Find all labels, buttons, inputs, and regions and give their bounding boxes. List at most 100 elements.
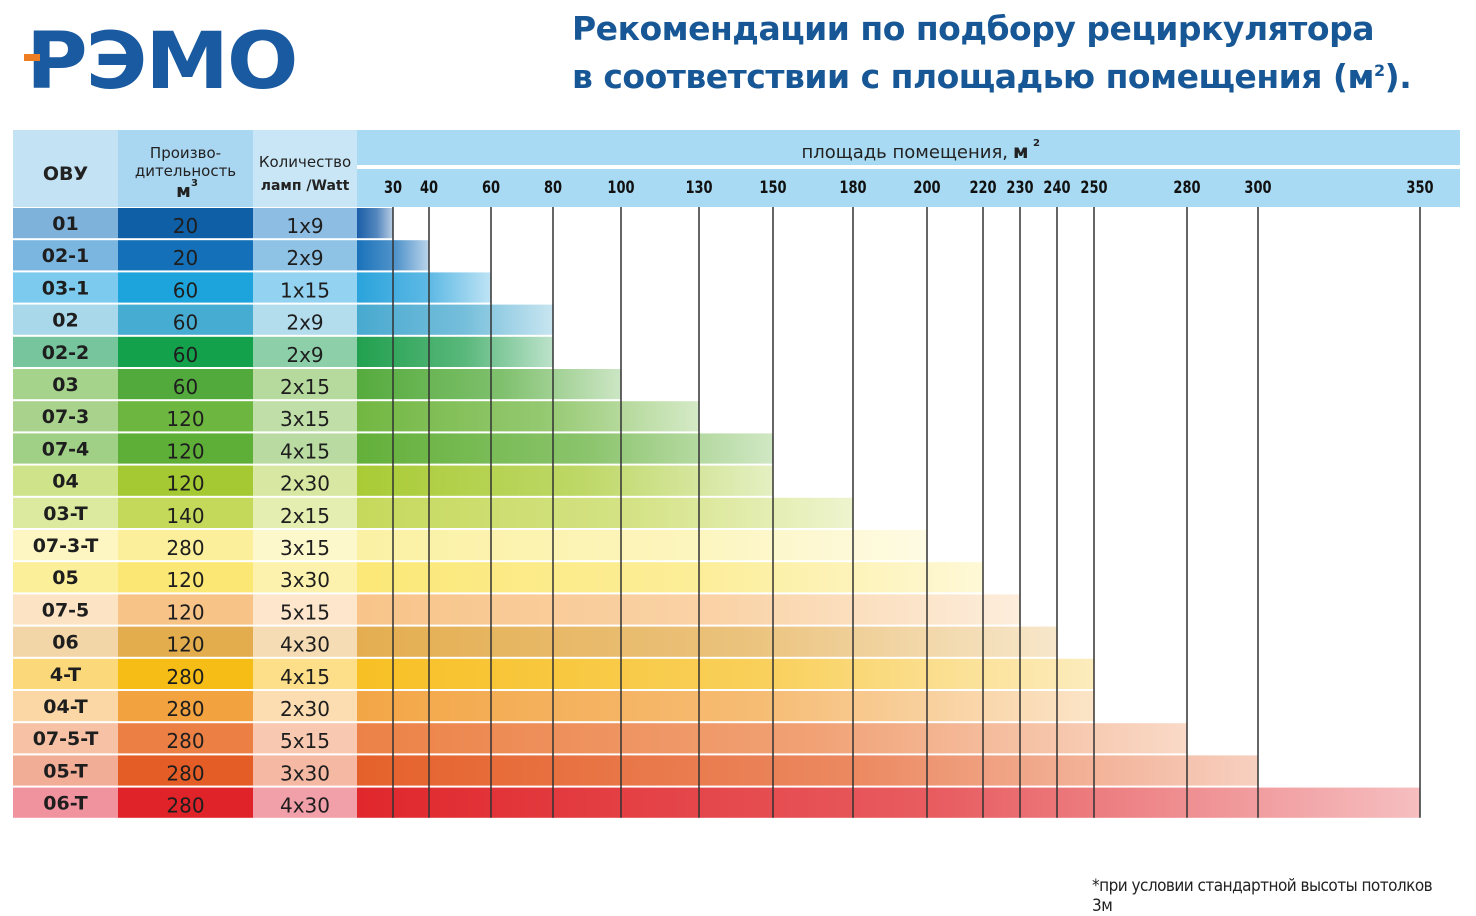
x-tick-label-300: 300	[1244, 177, 1271, 197]
row-lamps-cell	[253, 336, 357, 367]
row-lamps-value: 2x9	[286, 311, 323, 335]
header-capacity-unit: м	[176, 181, 191, 202]
row-model-label: 07-3-T	[33, 535, 99, 557]
x-tick-label-220: 220	[969, 177, 996, 197]
row-capacity-value: 280	[166, 761, 204, 785]
row-lamps-cell	[253, 240, 357, 271]
x-tick-label-30: 30	[384, 177, 402, 197]
row-model-label: 02	[52, 310, 78, 332]
row-capacity-cell	[118, 369, 253, 400]
row-capacity-value: 280	[166, 697, 204, 721]
bar-04	[357, 465, 773, 496]
x-tick-label-80: 80	[544, 177, 562, 197]
row-lamps-cell	[253, 594, 357, 625]
row-model-cell	[13, 658, 118, 689]
x-axis-label: площадь помещения,	[801, 142, 1008, 163]
row-capacity-cell	[118, 626, 253, 657]
bar-03-1	[357, 272, 491, 303]
header-lamps-label-1: Количество	[259, 153, 351, 171]
bar-4-T	[357, 658, 1094, 689]
bar-05-T	[357, 755, 1258, 786]
row-lamps-value: 2x9	[286, 246, 323, 270]
row-lamps-value: 5x15	[280, 600, 330, 624]
row-capacity-cell	[118, 594, 253, 625]
row-model-cell	[13, 304, 118, 335]
row-lamps-value: 4x15	[280, 665, 330, 689]
row-capacity-cell	[118, 562, 253, 593]
row-lamps-cell	[253, 433, 357, 464]
row-capacity-value: 120	[166, 439, 204, 463]
row-lamps-cell	[253, 369, 357, 400]
row-capacity-value: 60	[173, 343, 198, 367]
bar-02-2	[357, 336, 553, 367]
row-model-label: 07-5-T	[33, 728, 99, 750]
row-model-cell	[13, 787, 118, 818]
row-capacity-cell	[118, 658, 253, 689]
header-capacity-unit-sup: 3	[191, 178, 198, 189]
row-model-cell	[13, 562, 118, 593]
row-model-cell	[13, 755, 118, 786]
row-capacity-value: 280	[166, 794, 204, 818]
row-model-cell	[13, 369, 118, 400]
row-lamps-value: 2x15	[280, 375, 330, 399]
footnote: *при условии стандартной высоты потолков…	[1092, 876, 1433, 916]
row-capacity-value: 120	[166, 472, 204, 496]
bar-07-5-T	[357, 723, 1187, 754]
row-capacity-value: 60	[173, 375, 198, 399]
row-lamps-cell	[253, 787, 357, 818]
bar-07-3-T	[357, 530, 927, 561]
row-lamps-cell	[253, 755, 357, 786]
row-lamps-value: 3x15	[280, 407, 330, 431]
title-line-2: в соответствии с площадью помещения (м2)…	[572, 50, 1462, 98]
row-model-cell	[13, 530, 118, 561]
header-capacity-cell	[118, 130, 253, 207]
row-model-label: 06	[52, 632, 78, 654]
row-lamps-cell	[253, 272, 357, 303]
bar-02	[357, 304, 553, 335]
row-lamps-cell	[253, 658, 357, 689]
row-model-label: 05	[52, 567, 78, 589]
row-model-cell	[13, 723, 118, 754]
x-tick-label-250: 250	[1080, 177, 1107, 197]
row-model-label: 07-5	[42, 599, 90, 621]
row-capacity-value: 280	[166, 536, 204, 560]
x-tick-label-150: 150	[759, 177, 786, 197]
row-model-cell	[13, 626, 118, 657]
row-lamps-value: 3x30	[280, 568, 330, 592]
row-lamps-cell	[253, 465, 357, 496]
header-lamps-label-2: ламп /Watt	[261, 178, 350, 194]
x-tick-label-130: 130	[685, 177, 712, 197]
row-model-label: 01	[52, 213, 78, 235]
row-model-label: 05-T	[43, 760, 88, 782]
row-model-cell	[13, 465, 118, 496]
row-model-cell	[13, 691, 118, 722]
row-lamps-value: 5x15	[280, 729, 330, 753]
page-title: Рекомендации по подбору рециркулятора в …	[572, 8, 1462, 98]
header-lamps-cell	[253, 130, 357, 207]
row-lamps-value: 2x15	[280, 504, 330, 528]
row-capacity-value: 20	[173, 246, 198, 270]
title-sup: 2	[1373, 61, 1385, 80]
x-tick-label-280: 280	[1173, 177, 1200, 197]
row-lamps-value: 4x30	[280, 633, 330, 657]
bar-06	[357, 626, 1057, 657]
row-capacity-value: 60	[173, 311, 198, 335]
bar-07-3	[357, 401, 699, 432]
row-capacity-cell	[118, 433, 253, 464]
x-axis-unit: м	[1013, 141, 1029, 163]
row-model-cell	[13, 336, 118, 367]
logo-accent-mark	[24, 54, 40, 61]
row-lamps-value: 4x30	[280, 794, 330, 818]
bar-03-T	[357, 497, 853, 528]
header-model-label: ОВУ	[43, 163, 89, 185]
row-capacity-cell	[118, 787, 253, 818]
row-lamps-cell	[253, 208, 357, 239]
row-model-label: 04	[52, 471, 78, 493]
row-capacity-cell	[118, 208, 253, 239]
row-capacity-cell	[118, 304, 253, 335]
row-capacity-cell	[118, 497, 253, 528]
row-lamps-cell	[253, 626, 357, 657]
logo-text: РЭМО	[26, 17, 299, 107]
bar-01	[357, 208, 393, 239]
